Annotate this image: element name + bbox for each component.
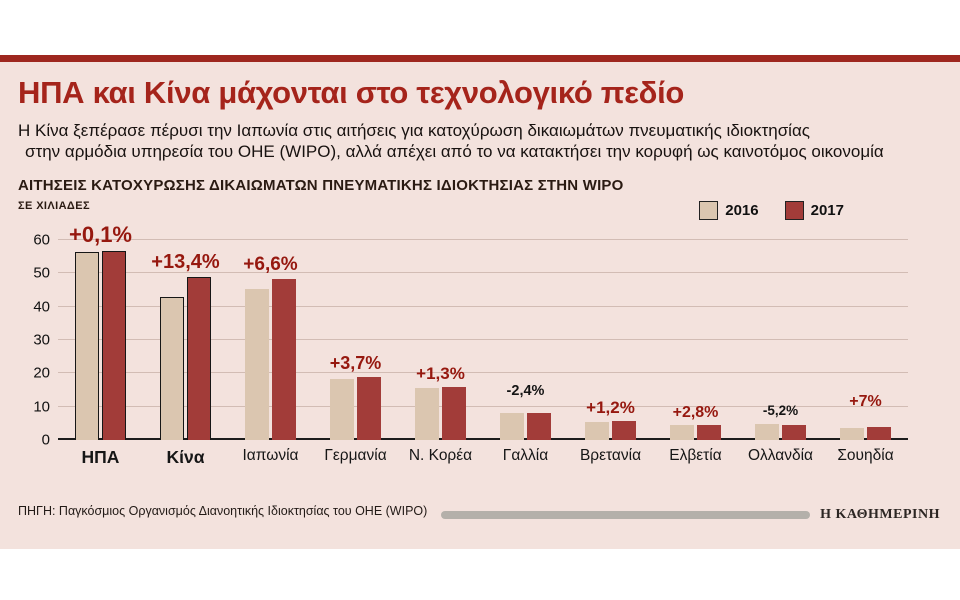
category-label: Ιαπωνία (242, 447, 299, 464)
bar-2016 (330, 379, 354, 440)
brand-logo: Η ΚΑΘΗΜΕΡΙΝΗ (820, 507, 940, 522)
change-label: +0,1% (69, 222, 132, 248)
change-label: +13,4% (151, 251, 220, 274)
bar-2017 (272, 279, 296, 440)
bar-2016 (585, 421, 609, 440)
change-label: +6,6% (243, 254, 298, 276)
source-note: ΠΗΓΗ: Παγκόσμιος Οργανισμός Διανοητικής … (18, 504, 428, 518)
page-title: ΗΠΑ και Κίνα μάχονται στο τεχνολογικό πε… (18, 75, 685, 110)
bar-2017 (442, 387, 466, 440)
y-tick-label: 10 (33, 398, 50, 416)
category-label: Γαλλία (502, 447, 549, 464)
y-tick-label: 60 (33, 231, 50, 249)
category-label: Γερμανία (324, 447, 387, 464)
bar-2016 (245, 289, 269, 440)
bar-group: +1,3% (398, 240, 483, 440)
change-label: +1,2% (586, 398, 635, 418)
bar-2017 (102, 251, 126, 440)
subtitle-line-1: Η Κίνα ξεπέρασε πέρυσι την Ιαπωνία στις … (18, 121, 810, 140)
bar-pair (500, 412, 551, 440)
gridline (58, 272, 908, 274)
change-label: +1,3% (416, 364, 465, 384)
y-tick-label: 20 (33, 364, 50, 382)
chart: 0 10 20 30 40 50 60 +0,1% +13,4% +6,6% +3,7% +1,3%… (18, 222, 908, 468)
change-label: +7% (849, 392, 882, 410)
x-axis-line (58, 438, 908, 440)
bar-2016 (500, 412, 524, 440)
legend-item: 2017 (784, 201, 844, 220)
bar-pair (755, 424, 806, 440)
bar-2016 (840, 427, 864, 440)
y-tick-label: 50 (33, 264, 50, 282)
bar-group: +1,2% (568, 240, 653, 440)
bar-2017 (697, 425, 721, 440)
bar-group: -5,2% (738, 240, 823, 440)
bar-2017 (612, 421, 636, 440)
bar-pair (415, 387, 466, 440)
y-tick-label: 0 (41, 431, 50, 449)
category-label: Ολλανδία (747, 447, 814, 464)
chart-title: ΑΙΤΗΣΕΙΣ ΚΑΤΟΧΥΡΩΣΗΣ ΔΙΚΑΙΩΜΑΤΩΝ ΠΝΕΥΜΑΤ… (18, 177, 624, 194)
bar-groups: +0,1% +13,4% +6,6% +3,7% +1,3% -2,4% +1,2% +2,8… (58, 222, 908, 440)
infographic-panel: ΗΠΑ και Κίνα μάχονται στο τεχνολογικό πε… (0, 55, 960, 549)
gridline (58, 405, 908, 407)
bar-2016 (415, 388, 439, 440)
y-axis-labels: 0 10 20 30 40 50 60 (18, 233, 50, 448)
bar-2016 (670, 425, 694, 440)
category-label: Κίνα (166, 447, 205, 467)
bar-2017 (867, 426, 891, 440)
bar-group: +13,4% (143, 240, 228, 440)
category-label: Βρετανία (579, 447, 642, 464)
y-tick-label: 30 (33, 331, 50, 349)
category-label: ΗΠΑ (81, 447, 120, 467)
category-label: Ν. Κορέα (408, 447, 473, 464)
bar-2016 (75, 251, 99, 440)
legend-item: 2016 (699, 201, 759, 220)
footer-divider-bar (441, 511, 811, 519)
legend-label: 2017 (810, 202, 844, 219)
top-rule-divider (0, 55, 960, 62)
gridline (58, 372, 908, 374)
bar-group: -2,4% (483, 240, 568, 440)
bar-group: +3,7% (313, 240, 398, 440)
bar-group: +2,8% (653, 240, 738, 440)
bar-2017 (357, 376, 381, 440)
bar-pair (670, 425, 721, 440)
bar-pair (245, 279, 296, 440)
category-labels: ΗΠΑ Κίνα Ιαπωνία Γερμανία Ν. Κορέα Γαλλία Βρετ… (58, 447, 908, 468)
bar-pair (585, 421, 636, 440)
subtitle: Η Κίνα ξεπέρασε πέρυσι την Ιαπωνία στις … (18, 120, 942, 162)
gridline (58, 339, 908, 340)
legend: 2016 2017 (699, 201, 844, 220)
bar-2016 (160, 296, 184, 440)
legend-swatch-2017 (784, 201, 804, 220)
category-label: Ελβετία (669, 447, 722, 464)
footer: ΠΗΓΗ: Παγκόσμιος Οργανισμός Διανοητικής … (18, 499, 940, 523)
bar-group: +0,1% (58, 222, 143, 440)
bar-pair (160, 277, 211, 440)
change-label: +3,7% (329, 352, 382, 373)
bar-group: +6,6% (228, 240, 313, 440)
bar-pair (840, 426, 891, 440)
bar-2017 (527, 413, 551, 440)
bar-pair (75, 251, 126, 440)
y-tick-label: 40 (33, 298, 50, 316)
change-label: +2,8% (672, 404, 719, 421)
bar-group: +7% (823, 240, 908, 440)
bar-2016 (755, 424, 779, 440)
bar-pair (330, 376, 381, 440)
change-label: -2,4% (506, 382, 545, 399)
legend-swatch-2016 (699, 201, 719, 220)
bar-2017 (782, 425, 806, 440)
plot-area: +0,1% +13,4% +6,6% +3,7% +1,3% -2,4% +1,2% +2,8… (58, 222, 908, 440)
category-label: Σουηδία (837, 447, 894, 464)
units-label: ΣΕ ΧΙΛΙΑΔΕΣ (18, 200, 90, 212)
gridline (58, 305, 908, 307)
bar-2017 (187, 277, 211, 440)
gridline (58, 239, 908, 240)
subtitle-line-2: στην αρμόδια υπηρεσία του ΟΗΕ (WIPO), αλ… (25, 142, 884, 161)
change-label: -5,2% (762, 403, 799, 419)
legend-label: 2016 (725, 202, 759, 219)
